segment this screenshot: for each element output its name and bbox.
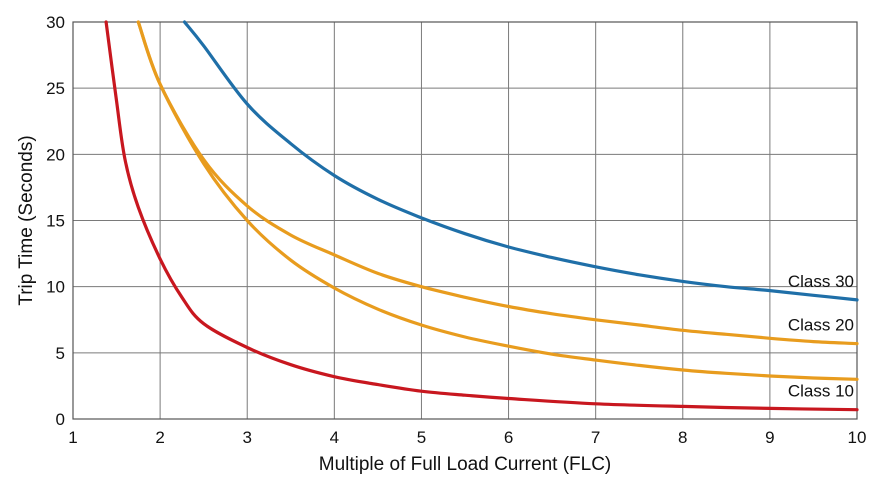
series-label-3: Class 10 — [788, 382, 854, 401]
series-label-0: Class 30 — [788, 272, 854, 291]
x-tick-label-1: 2 — [155, 428, 164, 447]
y-tick-labels: 0 5 10 15 20 25 30 — [46, 13, 65, 429]
series-label-1: Class 20 — [788, 316, 854, 335]
y-tick-label-3: 15 — [46, 212, 65, 231]
y-axis-title: Trip Time (Seconds) — [16, 135, 37, 305]
series-labels: Class 30 Class 20 Class 10 — [788, 272, 854, 401]
x-tick-label-3: 4 — [330, 428, 339, 447]
y-tick-label-1: 5 — [56, 344, 65, 363]
x-tick-label-7: 8 — [678, 428, 687, 447]
x-axis-title: Multiple of Full Load Current (FLC) — [319, 454, 612, 475]
x-tick-label-5: 6 — [504, 428, 513, 447]
x-tick-label-8: 9 — [765, 428, 774, 447]
series-line-1 — [136, 20, 859, 346]
y-tick-label-6: 30 — [46, 13, 65, 32]
x-tick-label-2: 3 — [242, 428, 251, 447]
y-tick-label-5: 25 — [46, 79, 65, 98]
y-tick-label-2: 10 — [46, 278, 65, 297]
x-tick-label-9: 10 — [848, 428, 867, 447]
plot-frame — [72, 21, 858, 420]
x-tick-label-0: 1 — [68, 428, 77, 447]
series-line-3 — [104, 20, 859, 412]
y-tick-label-0: 0 — [56, 410, 65, 429]
x-tick-labels: 1 2 3 4 5 6 7 8 9 10 — [68, 428, 866, 447]
x-tick-label-4: 5 — [417, 428, 426, 447]
series-curves — [104, 20, 859, 412]
series-line-2 — [136, 20, 859, 381]
x-tick-label-6: 7 — [591, 428, 600, 447]
grid — [72, 21, 858, 420]
y-tick-label-4: 20 — [46, 145, 65, 164]
series-line-0 — [182, 20, 859, 302]
